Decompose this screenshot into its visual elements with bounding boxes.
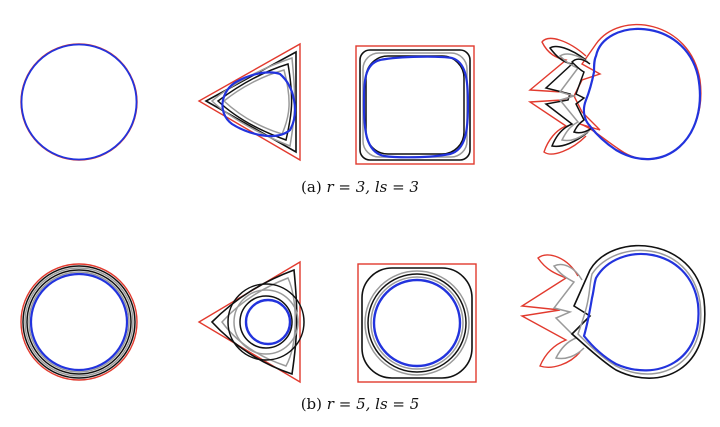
- square-shape-a: [355, 45, 475, 165]
- caption-b-equation: r = 5, ls = 5: [326, 395, 420, 413]
- mushroom-shape-b: [519, 244, 706, 379]
- caption-a-label: (a): [301, 178, 322, 196]
- caption-a: (a) r = 3, ls = 3: [0, 178, 720, 196]
- triangle-shape-b: [197, 260, 305, 384]
- square-shape-b: [357, 263, 477, 383]
- mushroom-shape-a: [527, 23, 702, 161]
- caption-b-label: (b): [300, 395, 323, 413]
- row-a: [20, 23, 702, 165]
- row-b: [20, 244, 706, 384]
- circle-shape-a: [20, 43, 138, 161]
- triangle-shape-a: [197, 42, 301, 162]
- circle-shape-b: [20, 263, 138, 381]
- caption-a-equation: r = 3, ls = 3: [326, 178, 419, 196]
- caption-b: (b) r = 5, ls = 5: [0, 395, 720, 413]
